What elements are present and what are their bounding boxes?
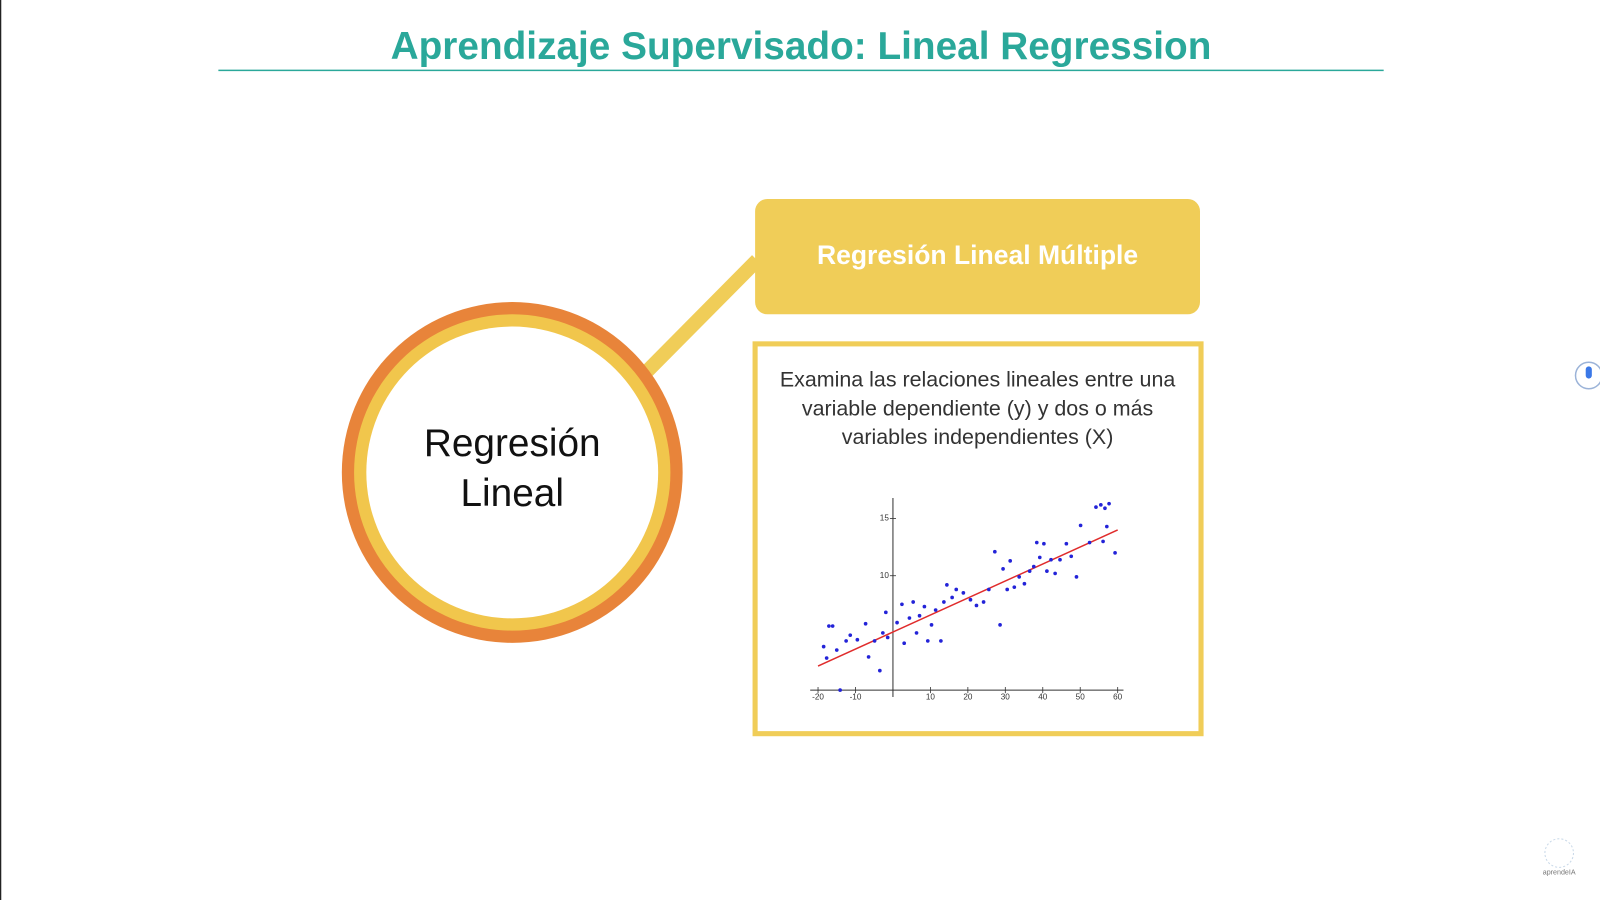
point [981, 600, 986, 604]
x-tick-label: 30 [1001, 692, 1011, 701]
point [1069, 554, 1074, 559]
x-tick-label: 20 [963, 692, 973, 701]
point [986, 587, 991, 592]
point [1053, 571, 1057, 576]
point [907, 616, 912, 620]
point [917, 613, 922, 618]
point [1113, 551, 1117, 555]
point [1058, 557, 1062, 562]
point [877, 668, 882, 673]
point [1098, 502, 1103, 507]
point [950, 595, 954, 600]
circle-label-box: Regresión Lineal [423, 422, 601, 516]
point [1045, 569, 1049, 573]
point [974, 603, 979, 608]
point [961, 591, 966, 595]
fit-line [817, 529, 1118, 667]
slide-title: Aprendizaje Supervisado: Lineal Regressi… [391, 25, 1212, 68]
point [925, 639, 930, 643]
point [1087, 540, 1092, 545]
point [968, 597, 973, 602]
x-tick-label: -10 [850, 692, 862, 701]
point [945, 583, 949, 587]
point [998, 623, 1002, 627]
point [902, 641, 907, 646]
connector [637, 255, 763, 381]
point [911, 600, 916, 604]
x-tick-label: -20 [812, 692, 824, 701]
point [885, 635, 890, 640]
point [922, 604, 927, 609]
x-tick-label: 60 [1113, 692, 1123, 701]
point [848, 633, 853, 638]
point [834, 648, 839, 652]
point [1042, 541, 1046, 546]
mic-icon [1585, 366, 1592, 379]
point [914, 631, 919, 635]
point [942, 600, 946, 604]
logo-text: aprendeIA [1543, 868, 1576, 876]
point [824, 656, 829, 660]
box-panel [752, 341, 1204, 737]
logo-mark [1544, 838, 1574, 868]
point [933, 608, 938, 612]
point [1104, 524, 1109, 529]
point [1022, 581, 1027, 586]
point [1017, 575, 1022, 579]
point [900, 602, 904, 607]
scatter-chart: -20 -10 10 20 30 40 50 60 10 15 [810, 497, 1124, 701]
circle-inner [366, 326, 659, 619]
description: Examina las relaciones lineales entre un… [779, 368, 1176, 449]
point [1107, 501, 1111, 506]
point [992, 549, 997, 554]
point [1005, 587, 1010, 592]
point [954, 587, 959, 592]
box-title: Regresión Lineal Múltiple [817, 240, 1138, 270]
point [1064, 541, 1069, 546]
point [821, 644, 826, 649]
point [830, 624, 835, 628]
circle-label: Regresión Lineal [423, 422, 601, 516]
point [1008, 559, 1013, 563]
x-tick-label: 10 [926, 692, 936, 701]
point [827, 624, 831, 628]
point [1031, 564, 1036, 569]
x-tick-label: 40 [1038, 692, 1048, 701]
point [1027, 569, 1032, 573]
point [883, 610, 888, 615]
point [838, 688, 842, 692]
point [1101, 539, 1105, 544]
point [863, 621, 868, 626]
point [1012, 585, 1017, 589]
point [939, 639, 943, 643]
point [844, 639, 848, 643]
point [855, 637, 860, 642]
point [895, 620, 899, 625]
point [1001, 567, 1005, 571]
point [1103, 506, 1107, 511]
point [1037, 555, 1042, 560]
point [1078, 523, 1083, 528]
point [1074, 575, 1079, 579]
point [880, 631, 885, 635]
description-box: Examina las relaciones lineales entre un… [779, 368, 1176, 449]
y-tick-label: 10 [880, 571, 890, 580]
point [1049, 557, 1053, 562]
point [866, 655, 871, 659]
x-tick-label: 50 [1076, 692, 1086, 701]
y-tick-label: 15 [880, 514, 890, 523]
point [929, 623, 934, 627]
point [1094, 505, 1098, 509]
box-header [755, 198, 1200, 315]
point [1034, 540, 1039, 545]
point [872, 639, 877, 643]
